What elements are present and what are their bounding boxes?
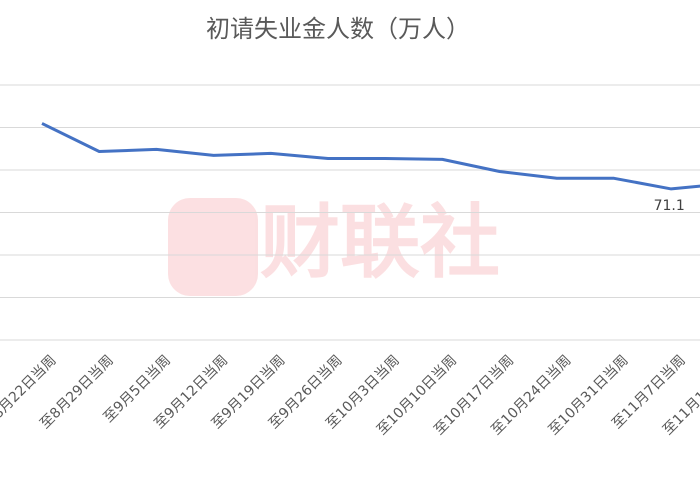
watermark: 财联社	[168, 196, 500, 296]
watermark-logo	[168, 198, 258, 296]
watermark-text: 财联社	[260, 196, 500, 289]
data-label: 71.1	[654, 198, 685, 214]
chart-title: 初请失业金人数（万人）	[206, 15, 470, 43]
series-line	[41, 122, 700, 191]
